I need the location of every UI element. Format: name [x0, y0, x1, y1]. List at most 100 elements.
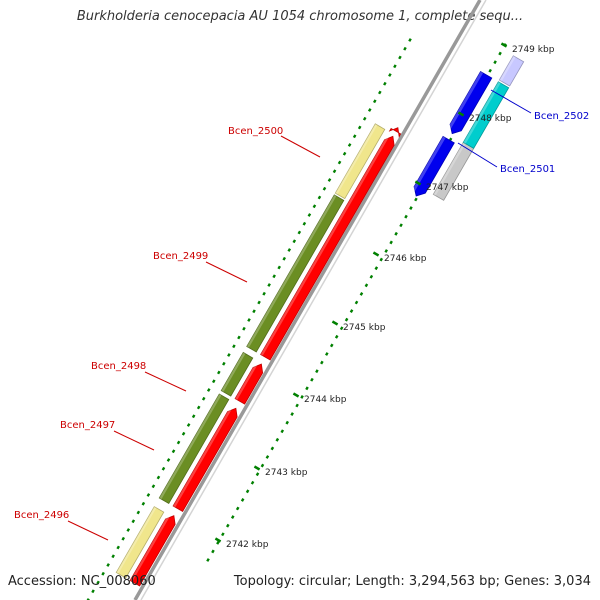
cds-bcen-2502-highlight	[446, 71, 484, 132]
minor-tick	[245, 489, 250, 494]
minor-tick	[146, 493, 151, 497]
minor-tick	[315, 369, 319, 374]
minor-tick	[337, 160, 342, 165]
minor-tick	[216, 540, 220, 545]
minor-tick	[498, 51, 502, 56]
minor-tick	[320, 360, 324, 365]
minor-tick	[272, 274, 276, 279]
gene-label: Bcen_2500	[228, 126, 283, 137]
minor-tick	[362, 116, 367, 121]
minor-tick	[230, 515, 235, 519]
major-tick	[214, 537, 222, 543]
gene-label-leader	[490, 89, 532, 114]
tick-label: 2745 kbp	[343, 323, 386, 333]
minor-tick	[347, 143, 352, 147]
minor-tick	[111, 554, 115, 559]
gene-label-leader	[113, 430, 155, 451]
gene-label-leader	[67, 520, 109, 541]
minor-tick	[262, 291, 266, 296]
minor-tick	[116, 545, 120, 550]
cog-next	[498, 55, 525, 87]
minor-tick	[369, 274, 374, 279]
minor-tick	[151, 484, 156, 489]
cds-bcen-2498	[234, 363, 264, 405]
minor-tick	[96, 580, 100, 585]
minor-tick	[237, 335, 241, 340]
gene-label: Bcen_2502	[534, 111, 589, 122]
scale-ticks: 2742 kbp 2743 kbp 2744 kbp 2745 kbp 2746 kbp…	[214, 42, 555, 550]
minor-tick	[399, 223, 403, 228]
gene-label-leader	[205, 261, 248, 283]
minor-tick	[379, 257, 384, 262]
cds-bcen-2496	[129, 515, 176, 587]
minor-tick	[367, 108, 372, 112]
minor-tick	[344, 317, 349, 322]
minor-tick	[257, 300, 261, 305]
cds-bcen-2500-highlight	[391, 124, 396, 130]
minor-tick	[408, 38, 412, 42]
sequence-backbone	[133, 0, 487, 600]
minor-tick	[267, 283, 271, 287]
minor-tick	[181, 431, 186, 436]
minor-tick	[126, 528, 131, 532]
cog-bcen-2498-highlight	[221, 352, 246, 392]
minor-tick	[270, 446, 275, 451]
minor-tick	[342, 151, 347, 156]
gene-labels: Bcen_2496 Bcen_2497 Bcen_2498 Bcen_2499 Bcen…	[14, 89, 589, 541]
minor-tick	[403, 46, 407, 51]
major-tick	[457, 111, 465, 117]
minor-tick	[374, 266, 379, 271]
cog-bcen-2500-highlight	[335, 123, 378, 195]
minor-tick	[290, 412, 294, 416]
minor-tick	[404, 214, 408, 219]
tick-label: 2743 kbp	[265, 468, 308, 478]
minor-tick	[91, 589, 95, 594]
minor-tick	[388, 73, 392, 77]
minor-tick	[327, 178, 332, 182]
minor-tick	[250, 480, 255, 485]
minor-tick	[201, 396, 206, 401]
minor-tick	[393, 64, 397, 69]
minor-tick	[414, 197, 418, 202]
minor-tick	[226, 523, 230, 528]
minor-tick	[211, 379, 216, 384]
minor-tick	[364, 283, 369, 288]
cds-bcen-2496-highlight	[130, 512, 172, 582]
minor-tick	[409, 206, 413, 210]
minor-tick	[339, 326, 344, 331]
tick-label: 2749 kbp	[512, 45, 555, 55]
major-tick	[292, 392, 300, 398]
minor-tick	[240, 498, 245, 502]
minor-tick	[221, 532, 225, 537]
minor-tick	[280, 429, 285, 434]
minor-tick	[255, 472, 260, 477]
cog-bcen-2497	[158, 393, 230, 505]
cds-bcen-2502	[449, 70, 493, 135]
minor-tick	[101, 571, 105, 576]
minor-tick	[282, 256, 287, 261]
minor-tick	[334, 334, 339, 339]
tick-label: 2744 kbp	[304, 395, 347, 405]
cds-bcen-2501	[413, 135, 455, 197]
minor-tick	[211, 549, 215, 554]
minor-tick	[141, 501, 146, 506]
cog-bcen-2498	[220, 351, 254, 397]
minor-tick	[86, 598, 90, 600]
minor-tick	[349, 309, 354, 313]
tick-label: 2748 kbp	[469, 114, 512, 124]
minor-tick	[359, 292, 364, 296]
cog-bcen-2496	[115, 506, 165, 579]
cds-bcen-2497	[172, 407, 238, 513]
minor-tick	[191, 414, 196, 419]
gene-label: Bcen_2497	[60, 420, 115, 431]
cog-bcen-2496-highlight	[116, 506, 157, 574]
minor-tick	[265, 455, 270, 459]
cds-bcen-2499-highlight	[260, 133, 391, 356]
cds-bcen-2499	[260, 135, 395, 361]
minor-tick	[235, 506, 240, 511]
minor-tick	[260, 463, 265, 468]
gene-label-leader	[457, 142, 498, 168]
minor-tick	[383, 81, 387, 86]
minor-tick	[106, 563, 110, 567]
minor-tick	[297, 230, 302, 235]
